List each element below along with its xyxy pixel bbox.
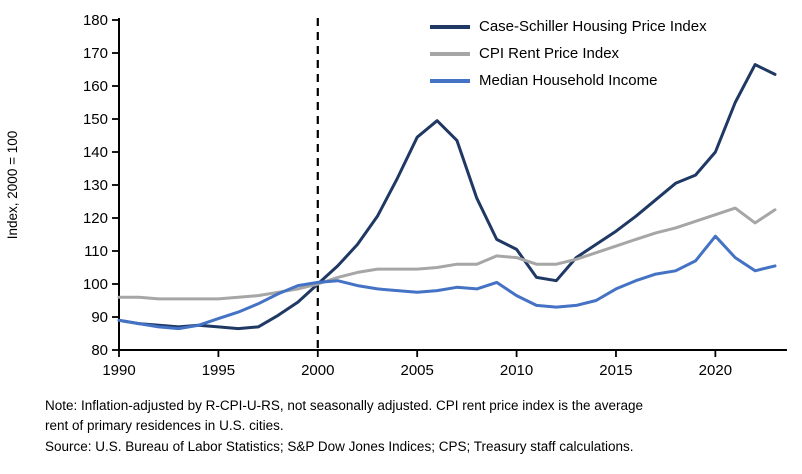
case-schiller-line-swatch xyxy=(430,24,470,29)
x-tick-label: 1995 xyxy=(202,362,235,379)
series-line-2 xyxy=(117,234,777,331)
y-tick-label: 90 xyxy=(91,309,108,326)
median-income-line-swatch xyxy=(430,78,470,83)
legend-item-median-income: Median Household Income xyxy=(430,67,707,94)
series-line-1 xyxy=(117,206,777,301)
x-tick-label: 2005 xyxy=(400,362,433,379)
x-tick-label: 1990 xyxy=(102,362,135,379)
y-tick-label: 110 xyxy=(84,243,108,260)
source-text: Source: U.S. Bureau of Labor Statistics;… xyxy=(45,438,634,454)
legend-label-case-schiller: Case-Schiller Housing Price Index xyxy=(479,18,707,35)
legend: Case-Schiller Housing Price Index CPI Re… xyxy=(430,13,707,94)
series-line-0 xyxy=(117,63,777,331)
x-tick-label: 2010 xyxy=(500,362,533,379)
x-tick-label: 2015 xyxy=(599,362,632,379)
y-tick-label: 180 xyxy=(83,12,108,29)
footnotes: Note: Inflation-adjusted by R-CPI-U-RS, … xyxy=(0,382,802,457)
legend-item-case-schiller: Case-Schiller Housing Price Index xyxy=(430,13,707,40)
note-text-line1: Note: Inflation-adjusted by R-CPI-U-RS, … xyxy=(45,398,644,413)
line-chart-svg: 80 90 100 110 120 130 140 150 160 170 180 1990 1995 2… xyxy=(5,12,787,379)
y-tick-label: 140 xyxy=(83,144,108,161)
y-tick-label: 150 xyxy=(83,111,108,128)
y-tick-label: 80 xyxy=(91,342,108,359)
chart-area: 80 90 100 110 120 130 140 150 160 170 180 1990 1995 2… xyxy=(5,12,787,379)
legend-item-cpi-rent: CPI Rent Price Index xyxy=(430,40,707,67)
legend-label-median-income: Median Household Income xyxy=(479,72,658,89)
y-tick-label: 130 xyxy=(83,177,108,194)
legend-label-cpi-rent: CPI Rent Price Index xyxy=(479,45,620,62)
x-tick-label: 2000 xyxy=(301,362,334,379)
y-tick-label: 100 xyxy=(83,276,108,293)
note-text-line2: rent of primary residences in U.S. citie… xyxy=(45,418,284,434)
cpi-rent-line-swatch xyxy=(430,51,470,56)
x-tick-label: 2020 xyxy=(699,362,732,379)
y-tick-label: 160 xyxy=(83,78,108,95)
y-tick-label: 120 xyxy=(83,210,108,227)
y-axis-title: Index, 2000 = 100 xyxy=(5,131,20,239)
y-tick-label: 170 xyxy=(83,45,108,62)
